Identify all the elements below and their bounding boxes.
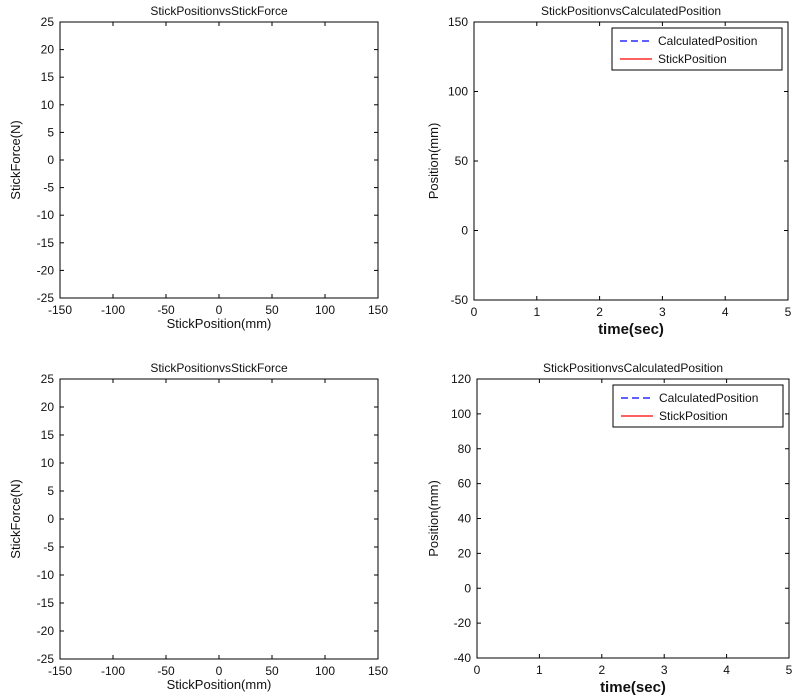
y-tick-label: -20 <box>37 263 55 277</box>
x-tick-label: 100 <box>315 664 335 678</box>
x-axis-label: StickPosition(mm) <box>167 316 272 331</box>
legend-box <box>611 27 783 71</box>
x-tick-label: -50 <box>157 303 175 317</box>
y-tick-label: 10 <box>41 456 55 470</box>
x-tick-label: 5 <box>785 305 792 319</box>
y-tick-label: 120 <box>451 372 471 386</box>
legend-label-1: CalculatedPosition <box>659 391 758 405</box>
x-tick-label: 2 <box>596 305 603 319</box>
x-tick-label: 3 <box>661 663 668 677</box>
y-tick-label: -20 <box>37 624 55 638</box>
y-tick-label: -40 <box>454 651 472 665</box>
chart-title: StickPositionvsStickForce <box>150 361 288 375</box>
y-tick-label: -25 <box>37 291 55 305</box>
x-tick-label: 0 <box>216 303 223 317</box>
x-tick-label: -100 <box>101 664 125 678</box>
x-tick-label: 150 <box>368 664 388 678</box>
y-tick-label: 20 <box>458 546 472 560</box>
chart-title: StickPositionvsCalculatedPosition <box>541 4 721 18</box>
legend-label-2: StickPosition <box>658 52 727 66</box>
plot-frame <box>59 21 379 299</box>
y-tick-label: 25 <box>41 372 55 386</box>
plot-frame <box>59 378 379 660</box>
y-tick-label: -15 <box>37 596 55 610</box>
y-tick-label: -20 <box>454 616 472 630</box>
legend-label-1: CalculatedPosition <box>658 34 757 48</box>
x-tick-label: 0 <box>216 664 223 678</box>
y-tick-label: 0 <box>47 512 54 526</box>
y-tick-label: 100 <box>451 407 471 421</box>
y-tick-label: 0 <box>461 224 468 238</box>
x-tick-label: 1 <box>536 663 543 677</box>
y-tick-label: -10 <box>37 568 55 582</box>
x-tick-label: 1 <box>533 305 540 319</box>
x-tick-label: 5 <box>786 663 793 677</box>
y-tick-label: 5 <box>47 484 54 498</box>
legend-label-2: StickPosition <box>659 409 728 423</box>
y-tick-label: 60 <box>458 477 472 491</box>
y-tick-label: -5 <box>43 540 54 554</box>
x-tick-label: 50 <box>265 303 279 317</box>
legend-box <box>612 384 784 428</box>
y-tick-label: 80 <box>458 442 472 456</box>
y-tick-label: 10 <box>41 98 55 112</box>
x-tick-label: -50 <box>157 664 175 678</box>
y-tick-label: 0 <box>464 581 471 595</box>
chart-title: StickPositionvsStickForce <box>150 4 288 18</box>
y-axis-label: Position(mm) <box>426 480 441 557</box>
y-axis-label: StickForce(N) <box>8 120 23 199</box>
y-tick-label: 20 <box>41 400 55 414</box>
legend: CalculatedPosition StickPosition <box>611 27 783 71</box>
chart-2: 0 1 2 3 4 5-50050100150StickPositionvsCalcula… <box>426 4 792 338</box>
y-tick-label: 50 <box>455 154 469 168</box>
y-axis-label: Position(mm) <box>426 123 441 200</box>
x-tick-label: 100 <box>315 303 335 317</box>
x-axis-label: StickPosition(mm) <box>167 677 272 692</box>
chart-3: -150 -100 -50 0 50 100 150-25-20-15-10-5051015… <box>8 361 388 692</box>
x-tick-label: 2 <box>598 663 605 677</box>
x-tick-label: -100 <box>101 303 125 317</box>
chart-1: -150 -100 -50 0 50 100 150-25-20-15-10-5051015… <box>8 4 388 331</box>
x-tick-label: 50 <box>265 664 279 678</box>
x-tick-label: 150 <box>368 303 388 317</box>
legend: CalculatedPosition StickPosition <box>612 384 784 428</box>
x-axis-label: time(sec) <box>600 679 666 696</box>
x-axis-label: time(sec) <box>598 321 664 338</box>
x-tick-label: 3 <box>659 305 666 319</box>
y-axis-label: StickForce(N) <box>8 479 23 558</box>
y-tick-label: 0 <box>47 153 54 167</box>
y-tick-label: 15 <box>41 428 55 442</box>
x-tick-label: 0 <box>474 663 481 677</box>
x-tick-label: 0 <box>471 305 478 319</box>
y-tick-label: -25 <box>37 652 55 666</box>
x-tick-label: -150 <box>48 664 72 678</box>
y-tick-label: 5 <box>47 125 54 139</box>
chart-4: 0 1 2 3 4 5 -40 -20 0 20 40 60 80 100 120 StickPosition… <box>426 361 793 696</box>
y-tick-label: 25 <box>41 15 55 29</box>
y-tick-label: -5 <box>43 181 54 195</box>
chart-title: StickPositionvsCalculatedPosition <box>543 361 723 375</box>
y-tick-label: -50 <box>451 293 469 307</box>
x-tick-label: -150 <box>48 303 72 317</box>
y-tick-label: -15 <box>37 236 55 250</box>
y-tick-label: 40 <box>458 512 472 526</box>
y-tick-label: 15 <box>41 70 55 84</box>
y-tick-label: 20 <box>41 43 55 57</box>
x-tick-label: 4 <box>723 663 730 677</box>
y-tick-label: 100 <box>448 85 468 99</box>
x-tick-label: 4 <box>722 305 729 319</box>
y-tick-label: 150 <box>448 15 468 29</box>
y-tick-label: -10 <box>37 208 55 222</box>
